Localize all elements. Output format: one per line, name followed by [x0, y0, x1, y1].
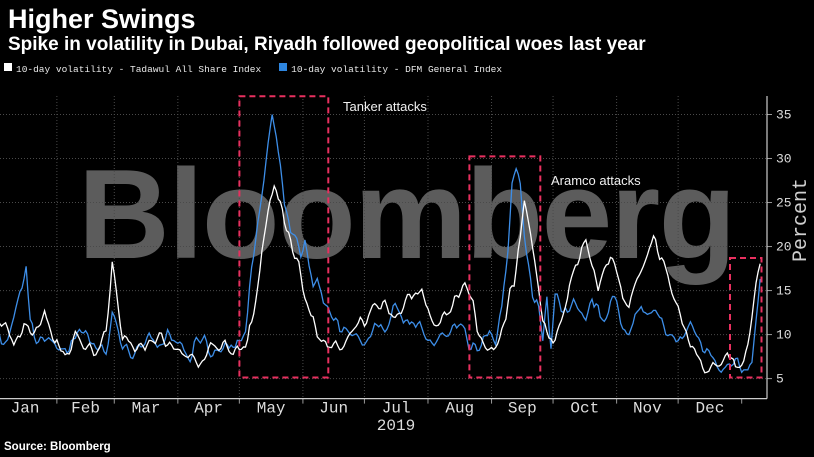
svg-text:Aug: Aug [445, 400, 474, 418]
svg-text:Oct: Oct [570, 400, 599, 418]
svg-text:10: 10 [776, 328, 792, 343]
svg-text:Mar: Mar [132, 400, 161, 418]
svg-text:35: 35 [776, 108, 792, 123]
svg-text:15: 15 [776, 284, 792, 299]
svg-text:Sep: Sep [508, 400, 537, 418]
svg-text:Feb: Feb [71, 400, 100, 418]
svg-text:Tanker attacks: Tanker attacks [343, 99, 427, 114]
svg-text:Jan: Jan [11, 400, 40, 418]
svg-text:Nov: Nov [633, 400, 662, 418]
svg-text:May: May [257, 400, 286, 418]
svg-text:30: 30 [776, 152, 792, 167]
svg-text:Jul: Jul [382, 400, 411, 418]
svg-text:2019: 2019 [377, 417, 415, 435]
svg-text:Jun: Jun [319, 400, 348, 418]
svg-text:Percent: Percent [790, 178, 813, 262]
svg-text:Aramco attacks: Aramco attacks [551, 173, 641, 188]
svg-text:Apr: Apr [194, 400, 223, 418]
svg-text:5: 5 [776, 372, 784, 387]
svg-text:Dec: Dec [696, 400, 725, 418]
